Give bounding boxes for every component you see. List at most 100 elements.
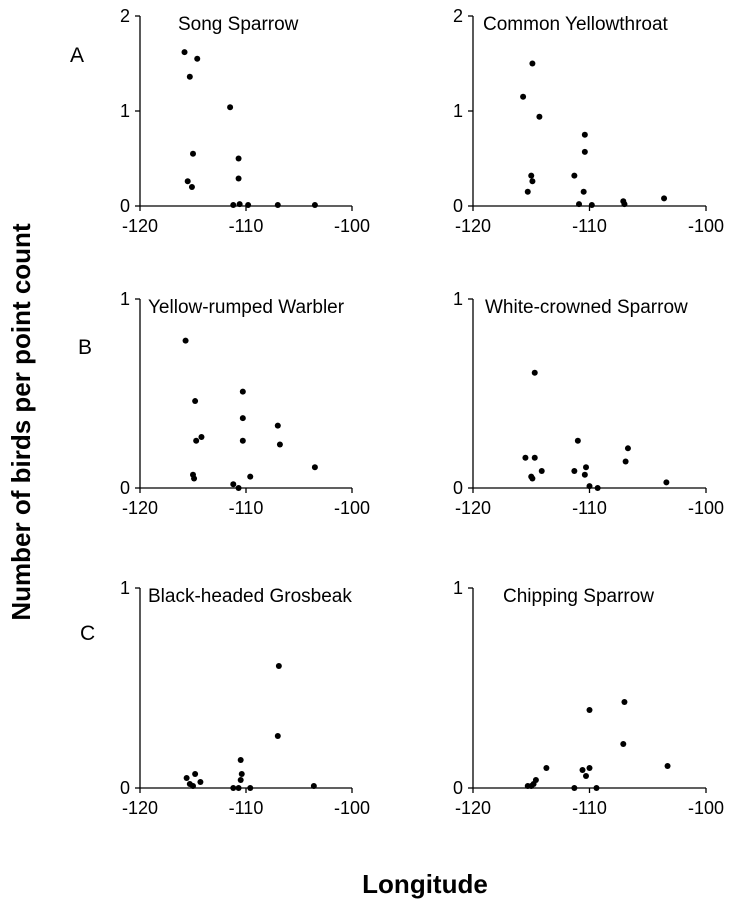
data-point [235, 785, 242, 791]
y-tick-label: 0 [120, 196, 130, 216]
data-point [238, 771, 245, 777]
y-tick-label: 2 [120, 6, 130, 26]
panels: 0 1 2 -120 -110 -100 Song Sparrow 0 1 2 -120 -110 -1… [120, 6, 724, 818]
row-label-b: B [78, 336, 92, 359]
data-point [531, 369, 538, 376]
data-point [594, 485, 601, 491]
data-point [194, 55, 201, 62]
row-label-c: C [80, 622, 95, 645]
data-point [538, 467, 545, 474]
data-point [528, 172, 535, 179]
data-point [579, 767, 586, 773]
data-point [581, 148, 588, 155]
row-label-a: A [70, 44, 84, 67]
data-point [586, 483, 593, 490]
data-point [583, 464, 590, 471]
x-tick-label: -110 [572, 498, 607, 518]
data-point [581, 471, 588, 478]
panel-title: Common Yellowthroat [483, 14, 669, 35]
data-point [247, 473, 254, 480]
x-tick-label: -120 [455, 498, 491, 518]
data-point [230, 785, 237, 791]
data-point [311, 464, 318, 471]
panel-yellow-rumped-warbler: 0 1 -120 -110 -100 Yellow-rumped Warbler [120, 289, 370, 518]
data-point [190, 150, 196, 157]
data-point [276, 441, 283, 448]
data-point [193, 437, 200, 444]
x-tick-label: -120 [455, 216, 491, 236]
data-point [184, 178, 191, 185]
data-point [586, 707, 593, 713]
data-point [181, 49, 188, 56]
data-point [186, 73, 193, 80]
data-point [190, 783, 196, 789]
data-point [311, 202, 318, 209]
data-point [192, 771, 199, 777]
data-point [239, 437, 246, 444]
y-tick-label: 1 [453, 101, 463, 121]
data-point [574, 437, 581, 444]
x-tick-label: -100 [334, 498, 370, 518]
x-tick-label: -110 [229, 498, 264, 518]
data-point [620, 741, 627, 747]
data-point [571, 467, 578, 474]
data-point [621, 201, 628, 208]
y-tick-label: 0 [453, 778, 463, 798]
data-point [529, 60, 536, 67]
data-point [586, 765, 593, 771]
data-point [593, 785, 600, 791]
y-tick-label: 1 [453, 578, 463, 598]
data-point [583, 773, 590, 779]
y-tick-label: 1 [120, 101, 130, 121]
y-tick-label: 0 [120, 478, 130, 498]
data-point [235, 155, 242, 162]
x-tick-label: -100 [334, 216, 370, 236]
data-point [274, 422, 281, 429]
data-point [536, 113, 543, 120]
data-point [183, 775, 190, 781]
panel-song-sparrow: 0 1 2 -120 -110 -100 Song Sparrow [120, 6, 370, 236]
data-point [274, 733, 281, 739]
data-point [310, 783, 317, 789]
data-point [239, 415, 246, 422]
data-point [227, 104, 234, 111]
data-point [237, 757, 244, 763]
data-point [621, 699, 628, 705]
panel-title: Yellow-rumped Warbler [148, 297, 345, 318]
data-point [198, 433, 205, 440]
data-point [571, 172, 578, 179]
data-point [520, 93, 527, 100]
x-tick-label: -100 [688, 498, 724, 518]
data-point [274, 202, 281, 209]
data-point [245, 202, 252, 209]
y-tick-label: 0 [453, 478, 463, 498]
data-point [192, 398, 199, 405]
data-point [588, 202, 595, 209]
data-point [182, 337, 189, 344]
data-point [624, 445, 631, 452]
data-point [576, 201, 583, 208]
data-point [191, 475, 198, 482]
panel-common-yellowthroat: 0 1 2 -120 -110 -100 Common Yellowthroat [453, 6, 724, 236]
data-point [235, 175, 242, 182]
panel-title: Chipping Sparrow [503, 586, 654, 607]
data-point [230, 481, 237, 488]
y-tick-label: 0 [453, 196, 463, 216]
panel-white-crowned-sparrow: 0 1 -120 -110 -100 White-crowned Sparrow [453, 289, 724, 518]
data-point [543, 765, 550, 771]
x-tick-label: -100 [688, 216, 724, 236]
data-point [235, 485, 242, 491]
data-point [236, 201, 243, 208]
data-point [524, 188, 531, 195]
x-axis-label: Longitude [362, 869, 488, 899]
data-point [663, 479, 670, 486]
y-tick-label: 1 [120, 289, 130, 309]
data-point [571, 785, 578, 791]
data-point [664, 763, 671, 769]
panel-chipping-sparrow: 0 1 -120 -110 -100 Chipping Sparrow [453, 578, 724, 818]
panel-title: White-crowned Sparrow [485, 297, 688, 318]
data-point [531, 454, 538, 461]
data-point [622, 458, 629, 465]
x-tick-label: -120 [455, 798, 491, 818]
